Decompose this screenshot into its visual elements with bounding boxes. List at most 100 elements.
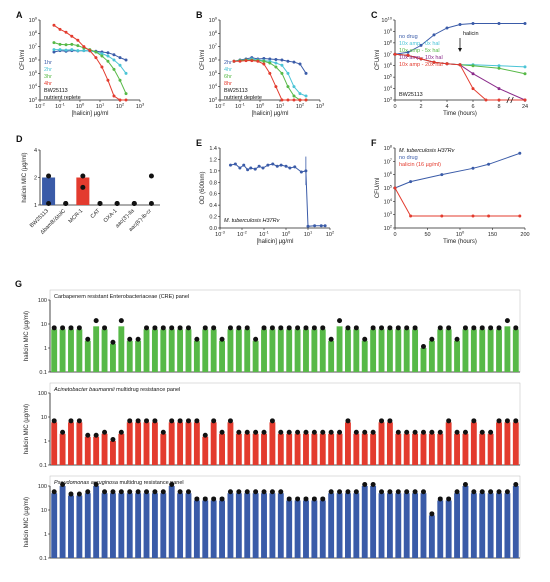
bar xyxy=(286,433,293,465)
note: BW25113 xyxy=(224,88,248,94)
replicate-dot xyxy=(135,418,141,424)
data-point xyxy=(58,27,62,31)
data-point xyxy=(124,98,128,102)
replicate-dot xyxy=(93,482,99,487)
replicate-dot xyxy=(80,173,86,179)
y-tick-label: 103 xyxy=(29,96,38,105)
x-tick-label: 0 xyxy=(393,104,396,110)
bar xyxy=(126,493,133,558)
bar xyxy=(151,329,158,372)
replicate-dot xyxy=(488,325,494,331)
bar xyxy=(185,493,192,558)
data-point xyxy=(58,42,62,46)
replicate-dot xyxy=(320,325,326,331)
bar xyxy=(59,433,66,465)
data-point xyxy=(94,50,98,54)
replicate-dot xyxy=(185,418,191,424)
bar xyxy=(51,493,58,558)
bar xyxy=(252,493,259,558)
y-tick-label: 106 xyxy=(29,56,38,65)
replicate-dot xyxy=(80,184,86,190)
data-point xyxy=(445,62,449,66)
bar xyxy=(386,422,393,465)
bar xyxy=(110,343,116,372)
bar xyxy=(311,433,318,465)
data-point xyxy=(304,94,308,98)
bar xyxy=(59,329,66,372)
replicate-dot xyxy=(362,429,368,435)
replicate-dot xyxy=(295,496,301,502)
y-tick-label: 10 xyxy=(41,322,47,328)
bar xyxy=(68,495,74,558)
replicate-dot xyxy=(328,429,334,435)
data-point xyxy=(274,65,278,69)
bar xyxy=(227,493,234,558)
replicate-dot xyxy=(278,325,284,331)
bar xyxy=(378,493,385,558)
data-point xyxy=(124,92,128,96)
replicate-dot xyxy=(387,489,393,495)
replicate-dot xyxy=(211,418,217,424)
bar xyxy=(261,433,267,465)
bar xyxy=(420,493,427,558)
replicate-dot xyxy=(219,496,225,502)
y-tick-label: 100 xyxy=(38,391,47,397)
data-point xyxy=(52,41,56,45)
data-point xyxy=(268,71,272,75)
bar xyxy=(412,433,419,465)
bar xyxy=(336,493,343,558)
y-tick-label: 1 xyxy=(44,532,47,538)
replicate-dot xyxy=(454,336,460,342)
bar xyxy=(118,493,125,558)
bar xyxy=(76,329,83,372)
replicate-dot xyxy=(60,325,66,331)
replicate-dot xyxy=(169,418,175,424)
data-point xyxy=(280,71,284,75)
y-tick-label: 106 xyxy=(209,56,218,65)
panel-letter: E xyxy=(196,138,202,148)
x-tick-label: 10-1 xyxy=(235,102,245,111)
bar xyxy=(185,422,192,465)
y-axis-label: OD (600nm) xyxy=(200,171,206,204)
replicate-dot xyxy=(295,429,301,435)
bar xyxy=(168,486,175,558)
data-point xyxy=(286,98,290,102)
axis-break xyxy=(510,96,514,104)
replicate-dot xyxy=(269,489,275,495)
replicate-dot xyxy=(496,418,502,424)
bar xyxy=(403,493,410,558)
replicate-dot xyxy=(102,489,108,495)
replicate-dot xyxy=(429,511,435,517)
data-point xyxy=(288,166,292,170)
replicate-dot xyxy=(320,429,326,435)
y-tick-label: 0.6 xyxy=(209,192,217,198)
replicate-dot xyxy=(303,325,309,331)
y-axis-label: CFU/ml xyxy=(200,50,206,70)
replicate-dot xyxy=(471,325,477,331)
data-point xyxy=(76,44,80,48)
data-point xyxy=(497,98,501,102)
note: M. tuberculosis H37Rv xyxy=(224,218,281,224)
replicate-dot xyxy=(454,489,460,495)
data-point xyxy=(238,59,242,63)
bar xyxy=(244,433,251,465)
legend-entry: 4hr xyxy=(44,81,52,87)
y-tick-label: 105 xyxy=(209,69,218,78)
legend-entry: 10x amp - 0x hal xyxy=(399,41,440,47)
replicate-dot xyxy=(286,325,292,331)
bar xyxy=(135,422,142,465)
bar xyxy=(403,329,410,372)
data-point xyxy=(292,60,296,64)
replicate-dot xyxy=(261,325,267,331)
replicate-dot xyxy=(227,418,233,424)
y-axis-label: halicin MIC (µg/ml) xyxy=(22,152,28,202)
replicate-dot xyxy=(211,496,217,502)
y-tick-label: 107 xyxy=(384,157,393,166)
x-tick-label: 102 xyxy=(116,102,125,111)
replicate-dot xyxy=(379,418,385,424)
data-point xyxy=(268,57,272,61)
series-line-4 xyxy=(394,53,525,101)
replicate-dot xyxy=(379,489,385,495)
bar xyxy=(470,493,477,558)
replicate-dot xyxy=(337,318,343,324)
